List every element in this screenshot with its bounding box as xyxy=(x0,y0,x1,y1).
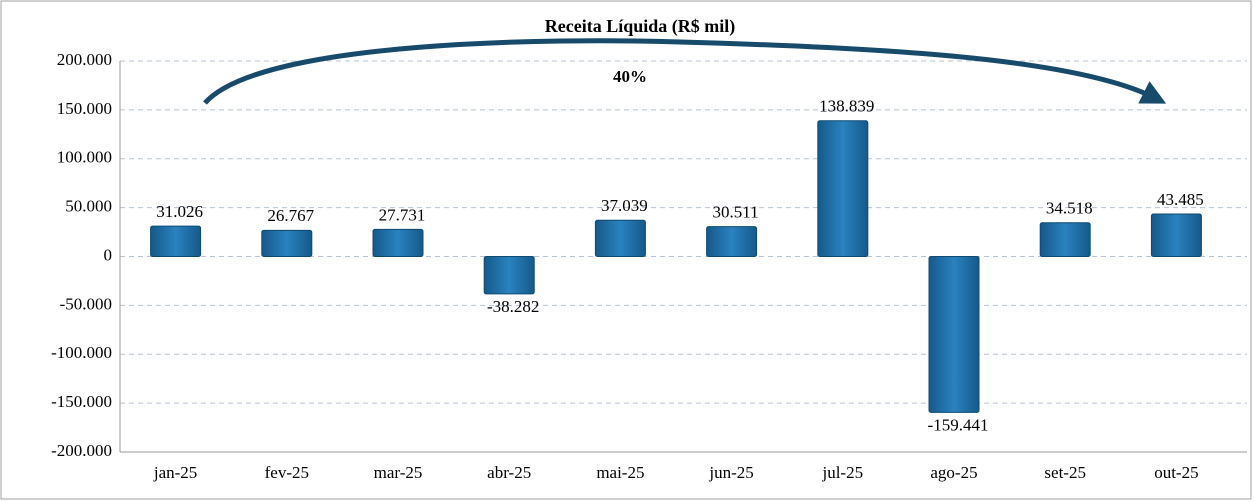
data-label: 138.839 xyxy=(819,97,874,116)
trend-arrow xyxy=(203,38,1167,105)
data-label: 34.518 xyxy=(1046,199,1093,218)
data-label: 31.026 xyxy=(156,202,203,221)
y-tick-label: 50.000 xyxy=(65,197,112,216)
x-tick-label: abr-25 xyxy=(487,463,531,482)
x-tick-label: jun-25 xyxy=(708,463,753,482)
annotation: 40% xyxy=(613,67,647,86)
y-tick-label: -100.000 xyxy=(51,343,112,362)
x-tick-label: out-25 xyxy=(1154,463,1198,482)
y-tick-label: 150.000 xyxy=(57,99,112,118)
y-tick-label: 0 xyxy=(104,245,113,264)
data-label: 26.767 xyxy=(267,206,314,225)
x-tick-label: ago-25 xyxy=(930,463,977,482)
x-tick-label: jan-25 xyxy=(153,463,197,482)
bar xyxy=(817,120,869,257)
bar xyxy=(928,256,980,413)
y-tick-label: -200.000 xyxy=(51,441,112,460)
data-label: -38.282 xyxy=(487,297,539,316)
chart-title: Receita Líquida (R$ mil) xyxy=(545,16,736,37)
data-label: 37.039 xyxy=(601,196,648,215)
bar xyxy=(150,225,202,258)
y-tick-label: 200.000 xyxy=(57,50,112,69)
bar xyxy=(706,226,758,257)
y-tick-label: -50.000 xyxy=(60,294,112,313)
bar xyxy=(1150,213,1202,257)
bar xyxy=(372,228,424,257)
y-tick-label: 100.000 xyxy=(57,148,112,167)
bar xyxy=(1039,222,1091,257)
data-label: 30.511 xyxy=(713,203,759,222)
data-label: 43.485 xyxy=(1157,190,1204,209)
data-label: 27.731 xyxy=(379,205,426,224)
y-tick-label: -150.000 xyxy=(51,392,112,411)
x-tick-label: mar-25 xyxy=(374,463,423,482)
x-tick-label: mai-25 xyxy=(596,463,644,482)
bar xyxy=(483,256,535,295)
data-label: -159.441 xyxy=(928,415,989,434)
x-tick-label: fev-25 xyxy=(265,463,309,482)
x-tick-label: set-25 xyxy=(1044,463,1086,482)
bar xyxy=(594,219,646,257)
x-tick-label: jul-25 xyxy=(821,463,863,482)
bar xyxy=(261,229,313,257)
